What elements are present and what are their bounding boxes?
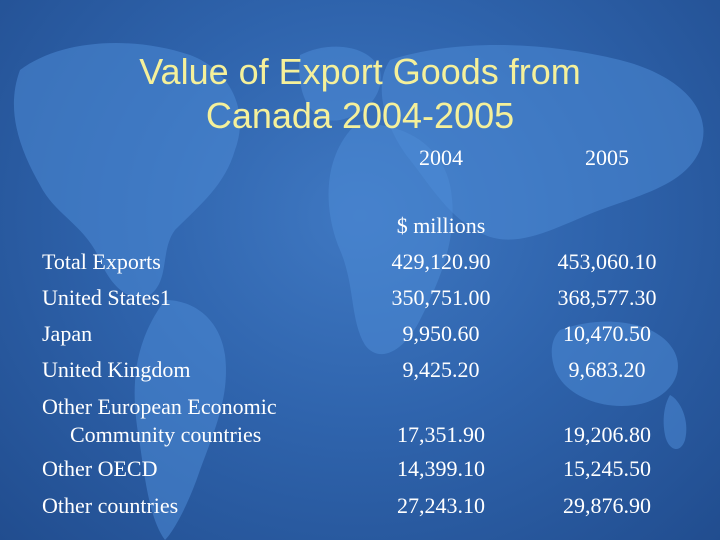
value-2005-united-kingdom: 9,683.20: [568, 357, 646, 382]
value-2004-japan: 9,950.60: [402, 321, 480, 346]
slide-title: Value of Export Goods from Canada 2004-2…: [60, 50, 660, 138]
value-2005-other-countries: 29,876.90: [563, 493, 651, 518]
column-header-2005: 2005: [585, 145, 629, 170]
title-line-1: Value of Export Goods from: [139, 51, 581, 92]
units-label: $ millions: [396, 213, 486, 238]
row-label-united-states: United States1: [42, 285, 171, 310]
row-label-united-kingdom: United Kingdom: [42, 357, 191, 382]
row-label-total-exports: Total Exports: [42, 249, 161, 274]
row-label-other-eec-line-2: Community countries: [70, 422, 262, 447]
value-2004-total-exports: 429,120.90: [391, 249, 491, 274]
value-2004-other-eec: 17,351.90: [397, 422, 485, 447]
value-2004-united-states: 350,751.00: [391, 285, 491, 310]
value-2005-other-eec: 19,206.80: [563, 422, 651, 447]
row-label-other-eec-line-1: Other European Economic: [42, 394, 277, 419]
value-2005-total-exports: 453,060.10: [557, 249, 657, 274]
title-line-2: Canada 2004-2005: [205, 95, 515, 136]
value-2004-other-oecd: 14,399.10: [397, 456, 485, 481]
value-2005-other-oecd: 15,245.50: [563, 456, 651, 481]
row-label-other-countries: Other countries: [42, 493, 179, 518]
value-2005-japan: 10,470.50: [563, 321, 651, 346]
column-header-2004: 2004: [419, 145, 463, 170]
value-2004-other-countries: 27,243.10: [397, 493, 485, 518]
row-label-japan: Japan: [42, 321, 93, 346]
row-label-other-eec: Other European Economic Community countr…: [42, 393, 312, 449]
value-2004-united-kingdom: 9,425.20: [402, 357, 480, 382]
row-label-other-oecd: Other OECD: [42, 456, 158, 481]
value-2005-united-states: 368,577.30: [557, 285, 657, 310]
